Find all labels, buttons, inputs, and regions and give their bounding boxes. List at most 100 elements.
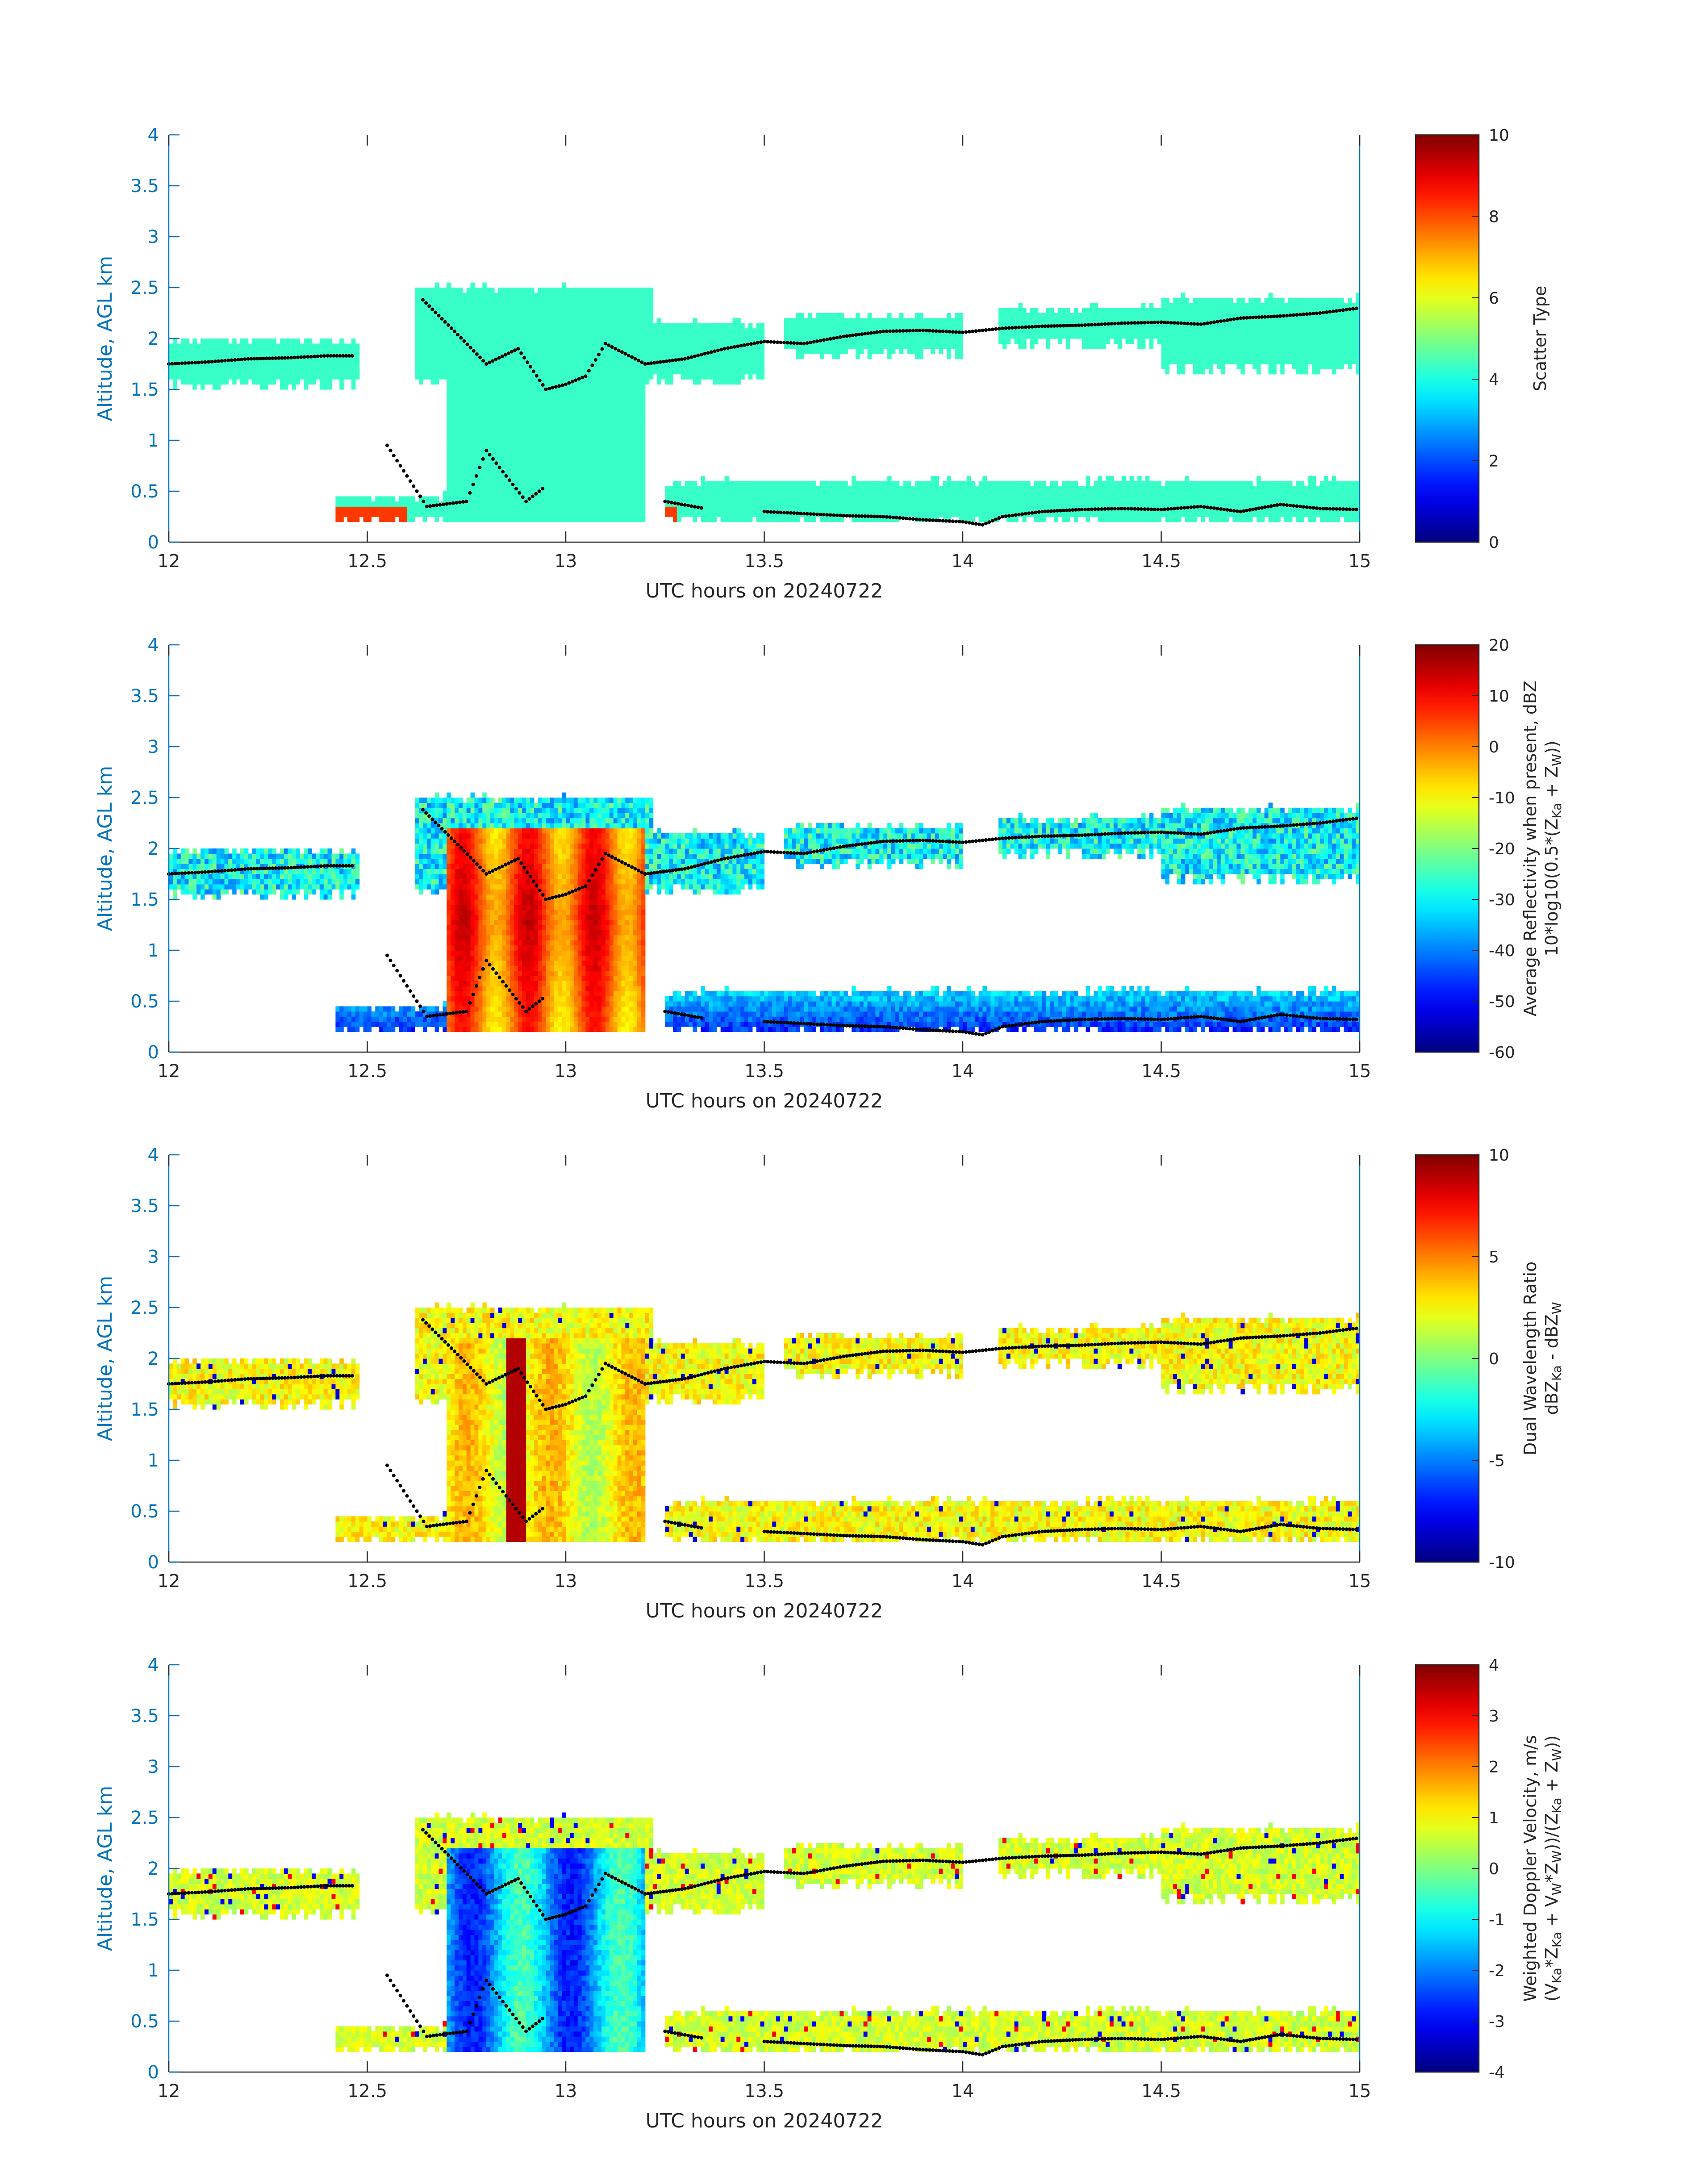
heatmap-cell [689,328,693,334]
heatmap-cell [232,364,237,369]
heatmap-cell [324,359,328,364]
heatmap-cell [542,292,547,298]
heatmap-cell [526,405,530,410]
heatmap-cell [653,343,658,349]
heatmap-cell [217,374,221,380]
heatmap-cell [471,435,475,441]
heatmap-cell [173,338,177,344]
heatmap-cell [514,415,518,420]
heatmap-cell [618,298,622,303]
heatmap-cell [558,415,562,420]
heatmap-cell [784,486,789,492]
heatmap-cell [343,506,348,512]
heatmap-cell [589,512,594,517]
heatmap-cell [618,440,622,446]
heatmap-cell [546,323,551,329]
heatmap-cell [645,308,650,313]
heatmap-cell [772,517,777,522]
heatmap-cell [772,491,777,497]
heatmap-cell [776,481,781,486]
heatmap-cell [792,486,797,492]
heatmap-cell [435,283,439,288]
heatmap-cell [585,359,590,364]
heatmap-cell [522,394,526,400]
heatmap-cell [748,369,753,374]
heatmap-cell [764,481,769,486]
heatmap-cell [721,359,725,364]
heatmap-cell [562,334,566,339]
heatmap-cell [542,430,547,435]
heatmap-cell [629,318,634,323]
heatmap-cell [689,491,693,497]
heatmap-cell [467,481,471,486]
heatmap-cell [578,517,582,522]
heatmap-cell [574,517,578,522]
heatmap-cell [518,303,522,308]
heatmap-cell [526,430,530,435]
heatmap-cell [641,354,646,359]
heatmap-cell [514,471,518,476]
heatmap-cell [288,343,292,349]
heatmap-cell [597,481,602,486]
heatmap-cell [188,343,193,349]
heatmap-cell [756,369,761,374]
heatmap-cell [665,349,669,354]
heatmap-cell [622,303,626,308]
heatmap-cell [494,496,499,501]
heatmap-cell [614,354,618,359]
heatmap-cell [451,369,455,374]
heatmap-cell [431,512,435,517]
heatmap-cell [439,364,443,369]
heatmap-cell [498,318,503,323]
heatmap-cell [451,338,455,344]
heatmap-cell [562,512,566,517]
heatmap-cell [419,288,423,293]
heatmap-cell [447,420,451,425]
heatmap-cell [522,405,526,410]
heatmap-cell [447,389,451,395]
heatmap-cell [713,328,717,334]
heatmap-cell [610,328,614,334]
heatmap-cell [732,501,737,507]
heatmap-cell [582,506,586,512]
heatmap-cell [566,486,570,492]
heatmap-cell [597,313,602,318]
heatmap-cell [701,359,705,364]
heatmap-cell [729,379,733,384]
heatmap-cell [614,496,618,501]
heatmap-cell [748,517,753,522]
heatmap-cell [756,323,761,329]
heatmap-cell [451,359,455,364]
heatmap-cell [606,415,610,420]
heatmap-cell [506,415,511,420]
heatmap-cell [661,374,665,380]
heatmap-cell [490,501,495,507]
heatmap-cell [740,374,745,380]
heatmap-cell [478,451,483,456]
heatmap-cell [578,334,582,339]
heatmap-cell [622,415,626,420]
heatmap-cell [308,374,312,380]
heatmap-cell [447,491,451,497]
heatmap-cell [518,298,522,303]
heatmap-cell [490,349,495,354]
heatmap-cell [347,496,352,501]
heatmap-cell [443,298,447,303]
heatmap-cell [618,435,622,441]
heatmap-cell [570,328,574,334]
heatmap-cell [276,343,280,349]
heatmap-cell [463,359,467,364]
heatmap-cell [482,349,487,354]
heatmap-cell [252,343,257,349]
heatmap-cell [689,496,693,501]
heatmap-cell [467,400,471,405]
heatmap-cell [256,379,261,384]
heatmap-cell [637,364,642,369]
heatmap-cell [538,359,543,364]
heatmap-cell [502,445,507,451]
heatmap-cell [645,288,650,293]
heatmap-cell [625,338,630,344]
heatmap-cell [622,466,626,471]
heatmap-cell [347,364,352,369]
heatmap-cell [732,379,737,384]
